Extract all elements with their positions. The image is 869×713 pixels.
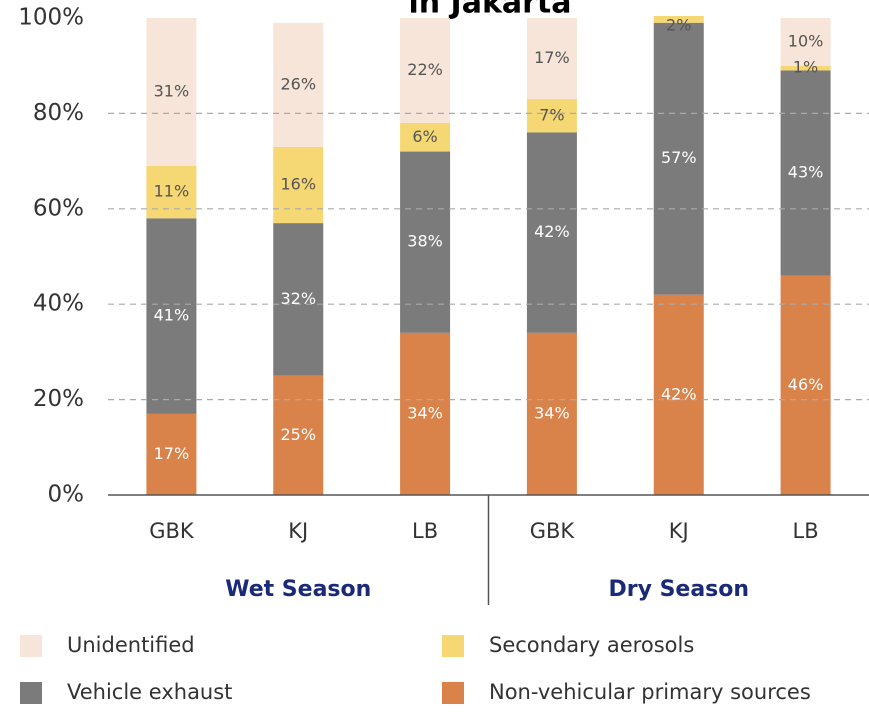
- data-label: 42%: [534, 222, 570, 241]
- data-label: 17%: [534, 48, 570, 67]
- bar-segment: [653, 22, 704, 295]
- y-tick-label: 80%: [33, 100, 84, 126]
- bar-segment: [146, 218, 197, 414]
- x-tick-label: LB: [412, 519, 438, 543]
- legend-label: Vehicle exhaust: [67, 680, 232, 704]
- x-tick-label: GBK: [530, 519, 576, 543]
- bar-segment: [526, 99, 577, 133]
- data-label: 42%: [661, 384, 697, 403]
- bar-segment: [400, 332, 451, 495]
- data-label: 32%: [280, 289, 316, 308]
- data-label: 38%: [407, 232, 443, 251]
- x-tick-label: KJ: [669, 519, 689, 543]
- bar-segment: [400, 122, 451, 152]
- legend-label: Unidentified: [67, 633, 195, 657]
- legend-swatch: [20, 635, 42, 657]
- bar-segment: [146, 413, 197, 495]
- y-tick-label: 100%: [18, 5, 84, 31]
- x-tick-label: GBK: [149, 519, 195, 543]
- data-label: 2%: [666, 16, 691, 35]
- bar-segment: [273, 375, 324, 495]
- legend-swatch: [442, 635, 464, 657]
- legend-label: Secondary aerosols: [489, 633, 694, 657]
- data-label: 11%: [154, 182, 190, 201]
- legend-swatch: [20, 682, 42, 704]
- bar-segment: [273, 223, 324, 376]
- data-label: 10%: [788, 31, 824, 50]
- bar-segment: [400, 151, 451, 333]
- y-tick-label: 60%: [33, 195, 84, 221]
- bar-segment: [526, 18, 577, 100]
- legend-label: Non-vehicular primary sources: [489, 680, 811, 704]
- group-label: Wet Season: [225, 577, 371, 602]
- data-label: 16%: [280, 174, 316, 193]
- group-label: Dry Season: [608, 577, 749, 602]
- data-label: 34%: [407, 403, 443, 422]
- bar-segment: [780, 275, 831, 495]
- bar-segment: [273, 146, 324, 224]
- legend-swatch: [442, 682, 464, 704]
- bar-segment: [146, 18, 197, 166]
- data-label: 34%: [534, 403, 570, 422]
- data-label: 31%: [154, 81, 190, 100]
- data-label: 26%: [280, 74, 316, 93]
- data-label: 43%: [788, 163, 824, 182]
- x-tick-label: KJ: [288, 519, 308, 543]
- data-label: 7%: [539, 105, 564, 124]
- x-tick-label: LB: [793, 519, 819, 543]
- data-label: 1%: [793, 58, 818, 77]
- bar-segment: [780, 65, 831, 71]
- plot-area: [146, 16, 831, 495]
- bar-segment: [400, 18, 451, 123]
- bar-segment: [526, 332, 577, 495]
- bar-segment: [273, 22, 324, 147]
- bar-segment: [780, 18, 831, 66]
- data-label: 41%: [154, 306, 190, 325]
- bar-segment: [526, 132, 577, 333]
- bar-segment: [146, 165, 197, 219]
- data-label: 57%: [661, 148, 697, 167]
- data-label: 22%: [407, 60, 443, 79]
- y-tick-label: 40%: [33, 291, 84, 317]
- data-label: 6%: [412, 127, 437, 146]
- bar-segment: [780, 70, 831, 276]
- data-label: 46%: [788, 375, 824, 394]
- bar-segment: [653, 16, 704, 23]
- bar-segment: [653, 294, 704, 495]
- data-label: 25%: [280, 425, 316, 444]
- data-label: 17%: [154, 444, 190, 463]
- chart-title: in Jakarta: [408, 0, 571, 21]
- y-tick-label: 0%: [48, 482, 85, 508]
- y-tick-label: 20%: [33, 386, 84, 412]
